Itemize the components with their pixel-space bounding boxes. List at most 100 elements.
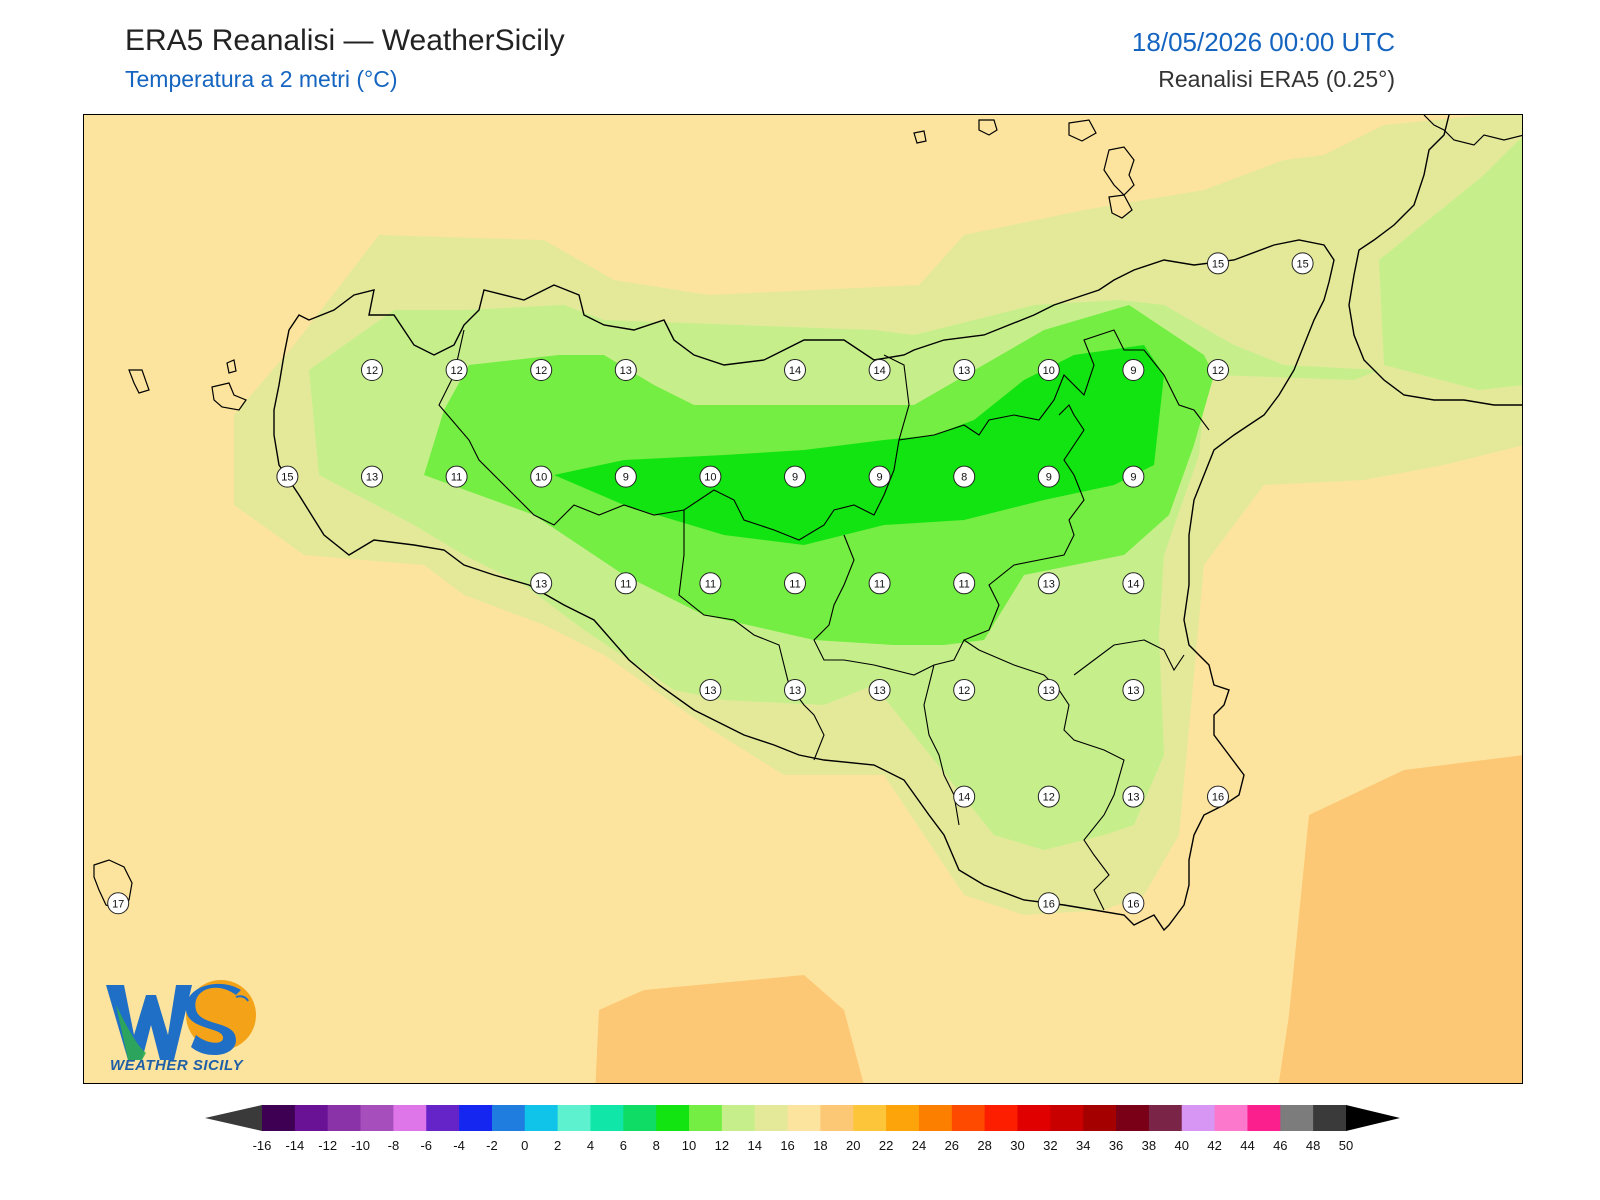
colorbar-cell: [721, 1105, 756, 1131]
colorbar-cell: [393, 1105, 427, 1131]
colorbar-cell: [623, 1105, 657, 1131]
grid-point-values: 12 12 12 13 14 14 13 10 9 12 15 15 15 13 11 10 9 10 9 9 8 9 9 1…: [107, 252, 1314, 915]
colorbar-cell: [656, 1105, 690, 1131]
colorbar-tick-label: 46: [1273, 1138, 1287, 1153]
grid-point: 17: [107, 892, 130, 915]
grid-point-value: 13: [958, 365, 970, 377]
grid-point-value: 17: [112, 898, 124, 910]
grid-point: 15: [276, 465, 299, 488]
colorbar-cell: [294, 1105, 329, 1131]
colorbar-cell: [951, 1105, 986, 1131]
grid-point-marker: [953, 572, 976, 595]
grid-point: 11: [445, 465, 468, 488]
grid-point-value: 12: [958, 685, 970, 697]
island-filicudi: [978, 119, 998, 136]
grid-point-marker: [1037, 572, 1060, 595]
grid-point: 12: [1207, 359, 1229, 381]
grid-point-marker: [1037, 465, 1060, 488]
grid-point-value: 16: [1127, 898, 1139, 910]
grid-point-value: 9: [1130, 365, 1136, 377]
colorbar-tick-label: 18: [813, 1138, 827, 1153]
grid-point: 13: [530, 572, 553, 595]
grid-point: 14: [953, 785, 976, 808]
island-salina: [1068, 119, 1097, 142]
colorbar-cell: [689, 1105, 723, 1131]
colorbar-tick-label: 38: [1142, 1138, 1156, 1153]
grid-point-value: 11: [705, 578, 716, 590]
grid-point: 9: [868, 465, 891, 488]
colorbar-tick-label: -4: [453, 1138, 465, 1153]
colorbar-tick-label: -8: [388, 1138, 400, 1153]
grid-point: 15: [1207, 252, 1229, 275]
grid-point-marker: [361, 359, 383, 381]
colorbar-cell: [491, 1105, 526, 1131]
colorbar-tick-label: 8: [653, 1138, 660, 1153]
grid-point-marker: [784, 465, 806, 488]
grid-point-value: 9: [1046, 472, 1052, 484]
colorbar-cell: [327, 1105, 362, 1131]
grid-point-marker: [953, 359, 976, 381]
grid-point-marker: [868, 465, 891, 488]
colorbar-tick-label: -12: [318, 1138, 337, 1153]
grid-point: 12: [361, 359, 383, 381]
grid-point: 14: [784, 359, 806, 381]
colorbar-cells: [262, 1105, 1347, 1131]
colorbar-cell: [1148, 1105, 1183, 1131]
colorbar-cell: [524, 1105, 559, 1131]
grid-point-marker: [1122, 892, 1145, 915]
colorbar-tick-label: 28: [977, 1138, 991, 1153]
grid-point-marker: [1037, 678, 1060, 701]
grid-point-marker: [614, 465, 637, 488]
band-18-20-southeast: [1278, 755, 1522, 1083]
colorbar-cell: [1280, 1105, 1314, 1131]
grid-point: 13: [361, 465, 383, 488]
grid-point-marker: [868, 572, 891, 595]
grid-point-value: 14: [1127, 578, 1139, 590]
island-alicudi: [913, 130, 927, 144]
grid-point-marker: [614, 572, 637, 595]
grid-point: 16: [1037, 892, 1060, 915]
grid-point-marker: [1037, 785, 1060, 808]
grid-point-marker: [699, 678, 722, 701]
grid-point-value: 9: [877, 472, 883, 484]
colorbar-tick-label: 4: [587, 1138, 594, 1153]
grid-point-marker: [107, 892, 130, 915]
grid-point-value: 15: [1212, 258, 1224, 270]
grid-point-value: 15: [281, 472, 293, 484]
grid-point-value: 16: [1212, 792, 1224, 804]
colorbar-tick-label: -14: [285, 1138, 304, 1153]
colorbar-tick-label: -6: [420, 1138, 432, 1153]
grid-point: 13: [699, 678, 722, 701]
grid-point: 15: [1291, 252, 1314, 275]
grid-point: 13: [614, 359, 637, 381]
island-lipari: [1103, 146, 1135, 196]
grid-point-value: 11: [958, 578, 969, 590]
grid-point-value: 13: [704, 685, 716, 697]
grid-point-marker: [953, 678, 976, 701]
grid-point-marker: [1122, 465, 1145, 488]
grid-point: 9: [784, 465, 806, 488]
colorbar-high-arrow: [1346, 1105, 1400, 1131]
grid-point-value: 9: [792, 472, 798, 484]
grid-point: 13: [1037, 572, 1060, 595]
grid-point-marker: [1122, 359, 1145, 381]
grid-point: 13: [1122, 785, 1145, 808]
grid-point-marker: [1122, 572, 1145, 595]
grid-point-value: 13: [620, 365, 632, 377]
grid-point-value: 13: [1043, 578, 1055, 590]
grid-point-value: 14: [958, 792, 970, 804]
grid-point: 12: [953, 678, 976, 701]
grid-point: 9: [614, 465, 637, 488]
colorbar-cell: [360, 1105, 394, 1131]
grid-point-marker: [1122, 785, 1145, 808]
grid-point: 10: [1037, 359, 1060, 381]
colorbar-tick-label: 12: [715, 1138, 729, 1153]
grid-point-value: 13: [1127, 792, 1139, 804]
grid-point-value: 13: [1127, 685, 1139, 697]
island-levanzo: [226, 359, 237, 374]
grid-point: 11: [953, 572, 976, 595]
grid-point-marker: [276, 465, 299, 488]
grid-point-marker: [784, 678, 806, 701]
colorbar-tick-label: -16: [253, 1138, 272, 1153]
grid-point: 16: [1122, 892, 1145, 915]
